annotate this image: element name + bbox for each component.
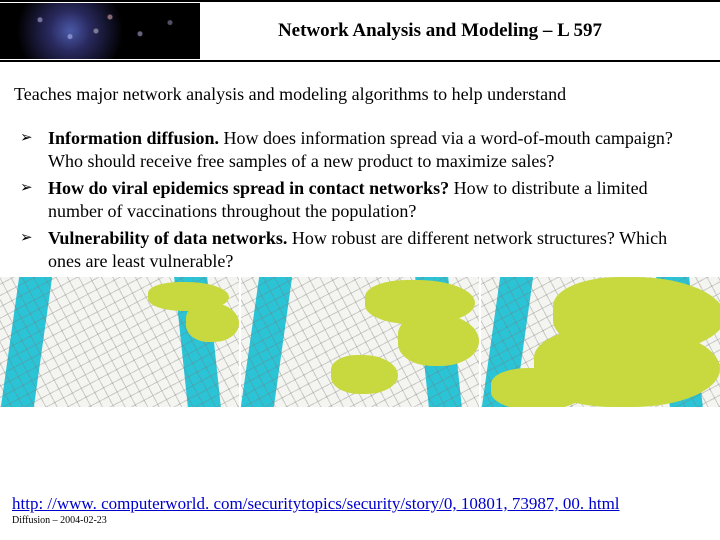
- map-panels: [0, 277, 720, 407]
- map-spread-blob: [331, 355, 398, 394]
- bullet-item: ➢ Information diffusion. How does inform…: [20, 127, 700, 173]
- bullet-list: ➢ Information diffusion. How does inform…: [0, 115, 720, 273]
- bullet-item: ➢ How do viral epidemics spread in conta…: [20, 177, 700, 223]
- footer: http: //www. computerworld. com/security…: [12, 494, 708, 526]
- source-link[interactable]: http: //www. computerworld. com/security…: [12, 494, 708, 514]
- bullet-text: How do viral epidemics spread in contact…: [48, 177, 700, 223]
- header-network-graphic: [0, 3, 200, 59]
- bullet-text: Information diffusion. How does informat…: [48, 127, 700, 173]
- bullet-marker-icon: ➢: [20, 127, 48, 148]
- intro-text: Teaches major network analysis and model…: [0, 62, 720, 115]
- map-panel-1: [0, 277, 239, 407]
- footer-meta: Diffusion – 2004-02-23: [12, 515, 708, 526]
- map-panel-3: [481, 277, 720, 407]
- slide-title: Network Analysis and Modeling – L 597: [200, 20, 720, 42]
- bullet-marker-icon: ➢: [20, 227, 48, 248]
- map-spread-blob: [491, 368, 586, 407]
- bullet-marker-icon: ➢: [20, 177, 48, 198]
- bullet-item: ➢ Vulnerability of data networks. How ro…: [20, 227, 700, 273]
- bullet-text: Vulnerability of data networks. How robu…: [48, 227, 700, 273]
- header-bar: Network Analysis and Modeling – L 597: [0, 0, 720, 62]
- map-spread-blob: [398, 314, 479, 366]
- map-spread-blob: [186, 303, 239, 342]
- map-panel-2: [241, 277, 480, 407]
